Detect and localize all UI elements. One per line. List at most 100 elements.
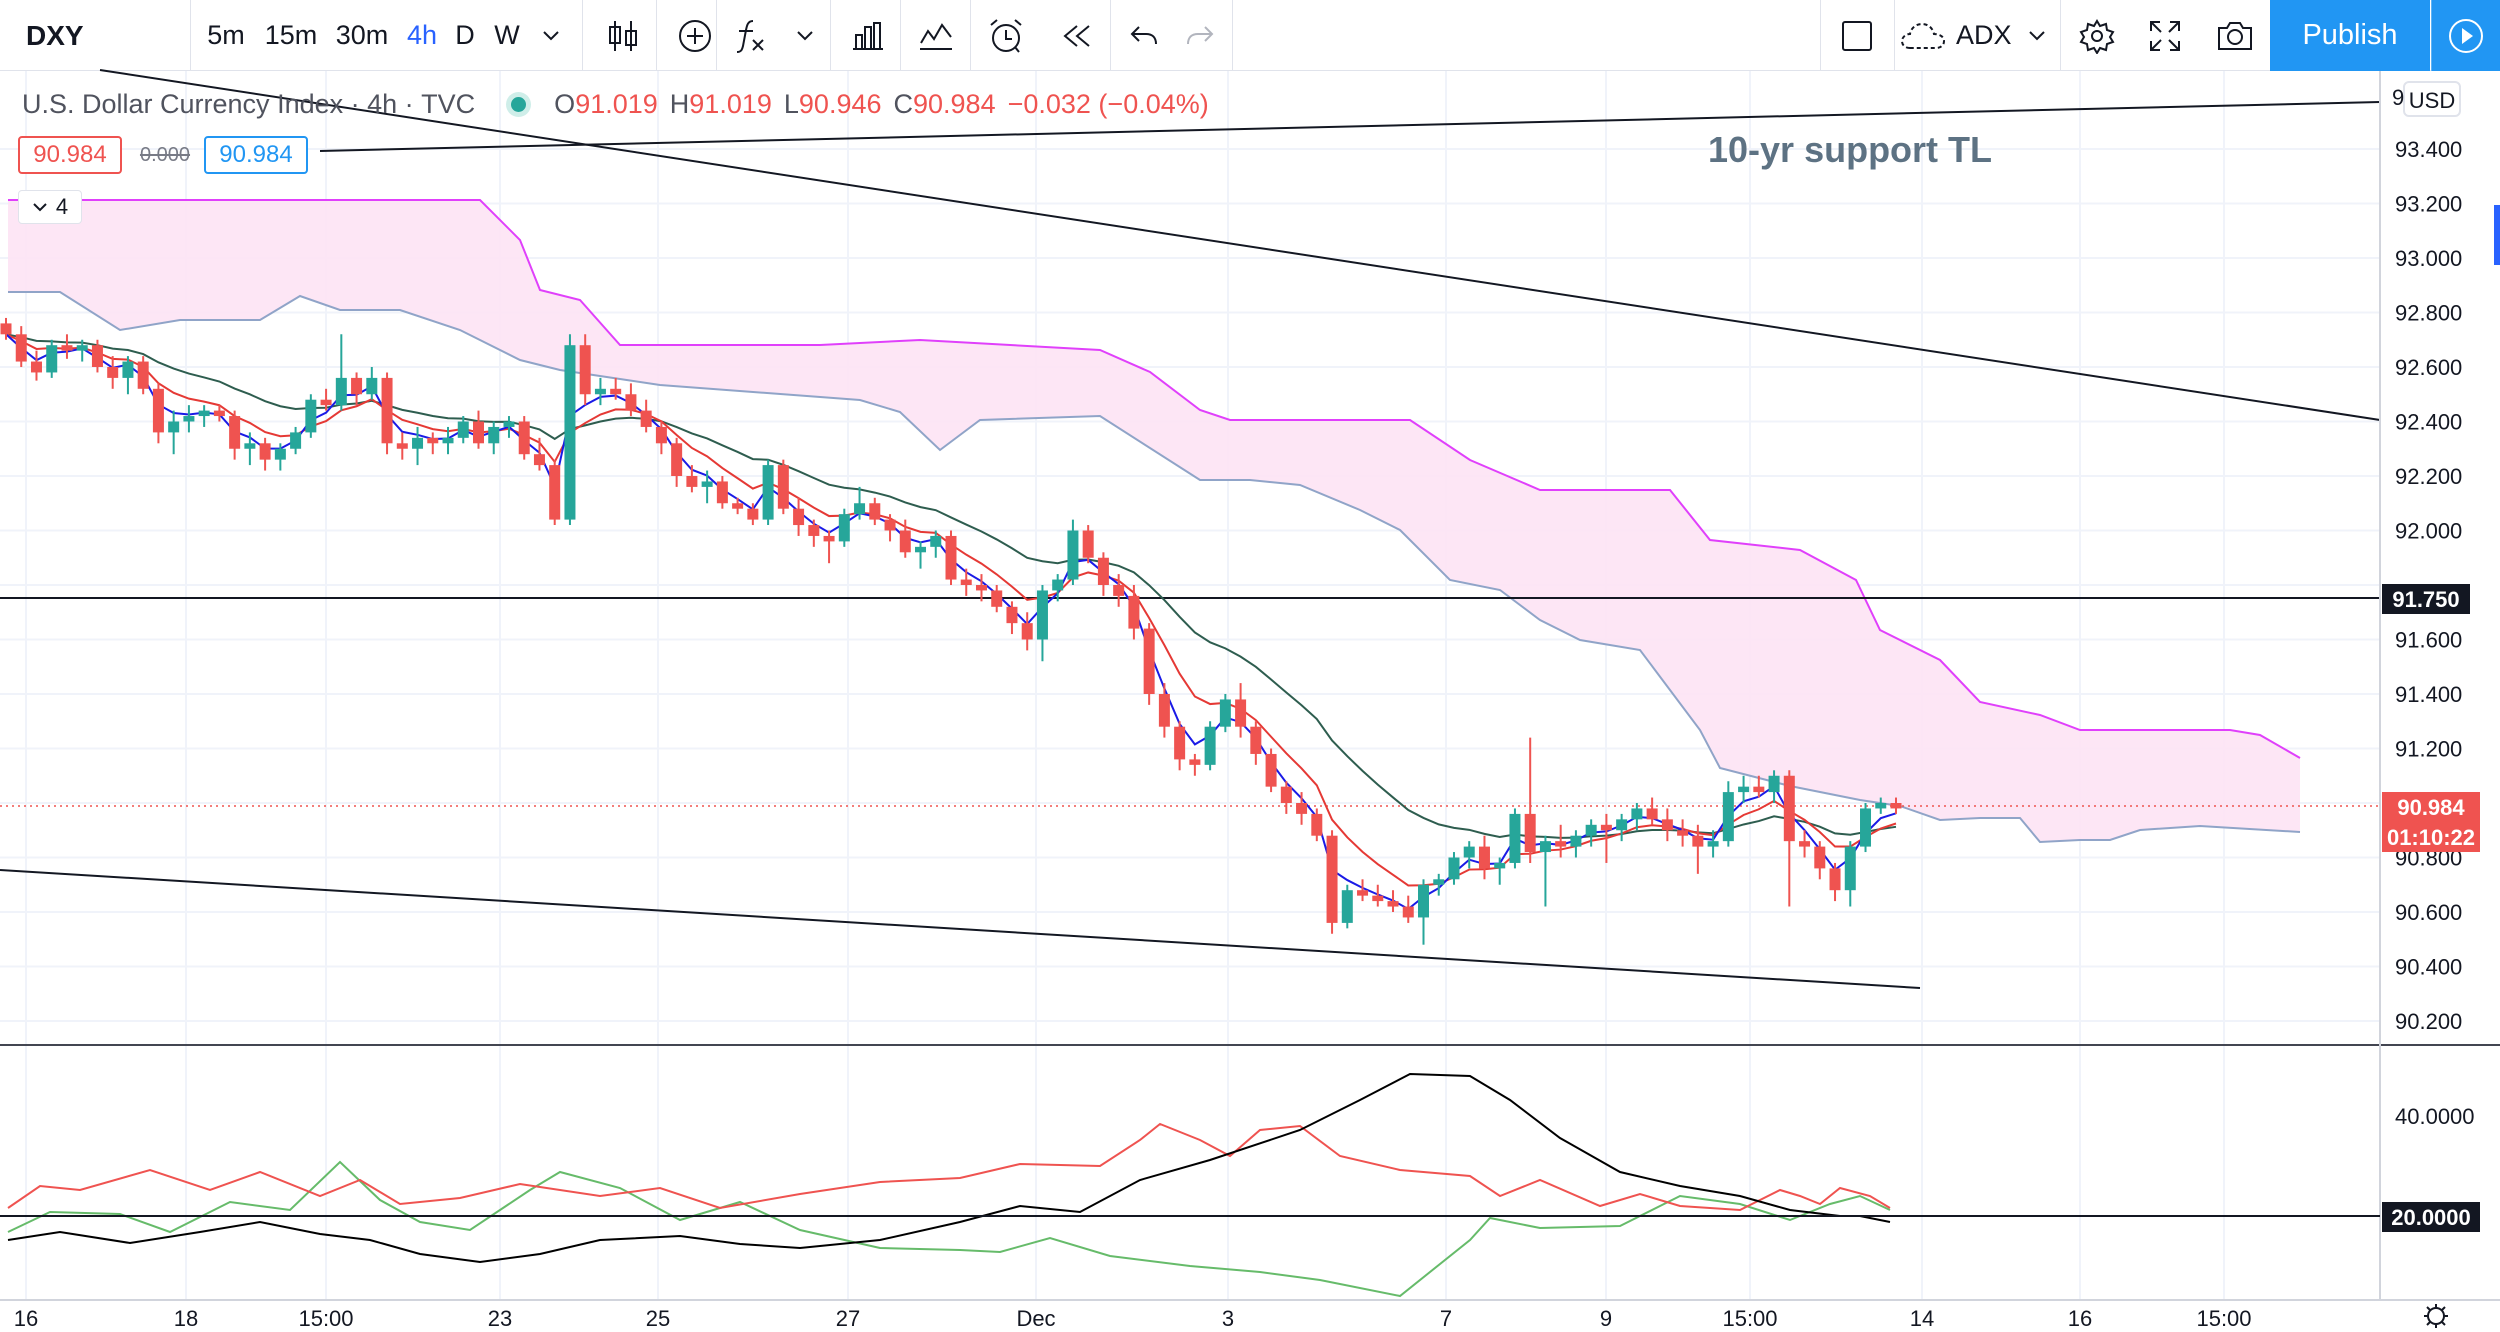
candle[interactable] (76, 339, 88, 362)
adx-line[interactable] (7, 1072, 1891, 1264)
candle[interactable] (1418, 879, 1429, 945)
candle[interactable] (1768, 770, 1780, 803)
candle[interactable] (137, 356, 149, 395)
candle[interactable] (1799, 830, 1811, 858)
templates-button[interactable] (904, 0, 968, 71)
candle[interactable] (442, 426, 454, 455)
candle[interactable] (198, 405, 210, 427)
candle[interactable] (30, 350, 42, 381)
sell-price-button[interactable]: 90.984 (18, 136, 122, 174)
candle[interactable] (915, 541, 927, 569)
candle[interactable] (1814, 841, 1826, 880)
undo-button[interactable] (1116, 0, 1172, 71)
indicators-dropdown[interactable] (784, 0, 826, 71)
candle[interactable] (412, 426, 424, 466)
candle[interactable] (823, 530, 835, 564)
price-axis[interactable]: 93.400 93.200 93.000 92.800 92.600 92.400 92.2… (2395, 137, 2462, 1034)
interval-15m-button[interactable]: 15m (264, 20, 318, 50)
candle[interactable] (473, 410, 484, 449)
candle[interactable] (1585, 819, 1597, 847)
interval-4h-button[interactable]: 4h (406, 20, 438, 50)
candle[interactable] (991, 585, 1003, 613)
candle[interactable] (1753, 775, 1765, 798)
candle[interactable] (1021, 612, 1033, 651)
candle[interactable] (701, 470, 713, 504)
symbol-search-button[interactable]: DXY (26, 19, 84, 51)
time-axis[interactable]: 16 18 15:00 23 25 27 Dec 3 7 9 15:00 14 16 15:00 (14, 1306, 2252, 1331)
chart-type-button[interactable] (590, 0, 656, 71)
candle[interactable] (396, 432, 408, 460)
candle[interactable] (518, 416, 530, 460)
candle[interactable] (61, 334, 73, 359)
candle[interactable] (1402, 895, 1414, 923)
interval-5m-button[interactable]: 5m (207, 20, 245, 50)
candle[interactable] (1174, 721, 1186, 771)
trendline-upper-descending[interactable] (99, 69, 2381, 421)
alert-button[interactable] (974, 0, 1038, 71)
candle[interactable] (1357, 879, 1369, 902)
candle[interactable] (1448, 852, 1460, 885)
candle[interactable] (1860, 803, 1872, 853)
candle[interactable] (579, 334, 591, 406)
candle[interactable] (152, 383, 164, 444)
interval-30m-button[interactable]: 30m (335, 20, 389, 50)
candle[interactable] (1372, 884, 1384, 907)
candle[interactable] (1600, 813, 1612, 863)
candle[interactable] (686, 465, 698, 493)
candle[interactable] (1052, 574, 1064, 602)
candle[interactable] (1006, 601, 1018, 635)
candle[interactable] (716, 476, 728, 509)
candle[interactable] (290, 426, 302, 455)
adx-axis[interactable]: 40.0000 (2395, 1104, 2475, 1129)
candle[interactable] (655, 421, 667, 455)
buy-price-button[interactable]: 90.984 (204, 136, 308, 174)
candle[interactable] (564, 334, 576, 526)
candle[interactable] (1677, 819, 1689, 847)
candle[interactable] (1509, 808, 1521, 869)
candle[interactable] (777, 459, 789, 515)
candle[interactable] (1067, 519, 1079, 585)
candle[interactable] (259, 437, 271, 471)
candle[interactable] (46, 339, 58, 378)
candle[interactable] (884, 514, 896, 542)
candle[interactable] (1555, 824, 1567, 858)
candle[interactable] (1570, 830, 1582, 858)
candle[interactable] (351, 372, 363, 406)
di-minus-line[interactable] (7, 1122, 1891, 1212)
publish-options-button[interactable] (2431, 0, 2500, 71)
candle[interactable] (1143, 623, 1155, 705)
candle[interactable] (1463, 841, 1475, 869)
candle[interactable] (1890, 797, 1902, 814)
candle[interactable] (1478, 835, 1490, 880)
indicators-button[interactable] (722, 0, 778, 71)
financials-button[interactable] (836, 0, 900, 71)
candle[interactable] (168, 410, 180, 455)
candle[interactable] (1158, 683, 1170, 738)
candle[interactable] (1204, 721, 1216, 771)
candle[interactable] (747, 503, 759, 526)
candle[interactable] (549, 459, 561, 526)
candle[interactable] (808, 519, 820, 547)
candle[interactable] (945, 530, 957, 586)
candle[interactable] (610, 377, 622, 400)
candle[interactable] (640, 399, 652, 433)
candle[interactable] (274, 443, 286, 471)
candle[interactable] (975, 574, 987, 602)
interval-d-button[interactable]: D (455, 20, 475, 50)
replay-button[interactable] (1046, 0, 1108, 71)
candle[interactable] (1494, 857, 1506, 885)
candle[interactable] (122, 356, 134, 395)
indicator-dropdown-chevron[interactable] (2016, 0, 2058, 71)
candle[interactable] (244, 432, 256, 466)
candle[interactable] (854, 486, 866, 520)
candle[interactable] (1707, 830, 1719, 858)
candle[interactable] (1265, 748, 1277, 793)
candle[interactable] (366, 367, 378, 400)
candle[interactable] (1616, 813, 1628, 842)
candle[interactable] (1311, 808, 1323, 842)
legend-collapse-toggle[interactable]: 4 (18, 190, 82, 224)
candle[interactable] (91, 339, 103, 373)
candle[interactable] (1387, 890, 1399, 912)
